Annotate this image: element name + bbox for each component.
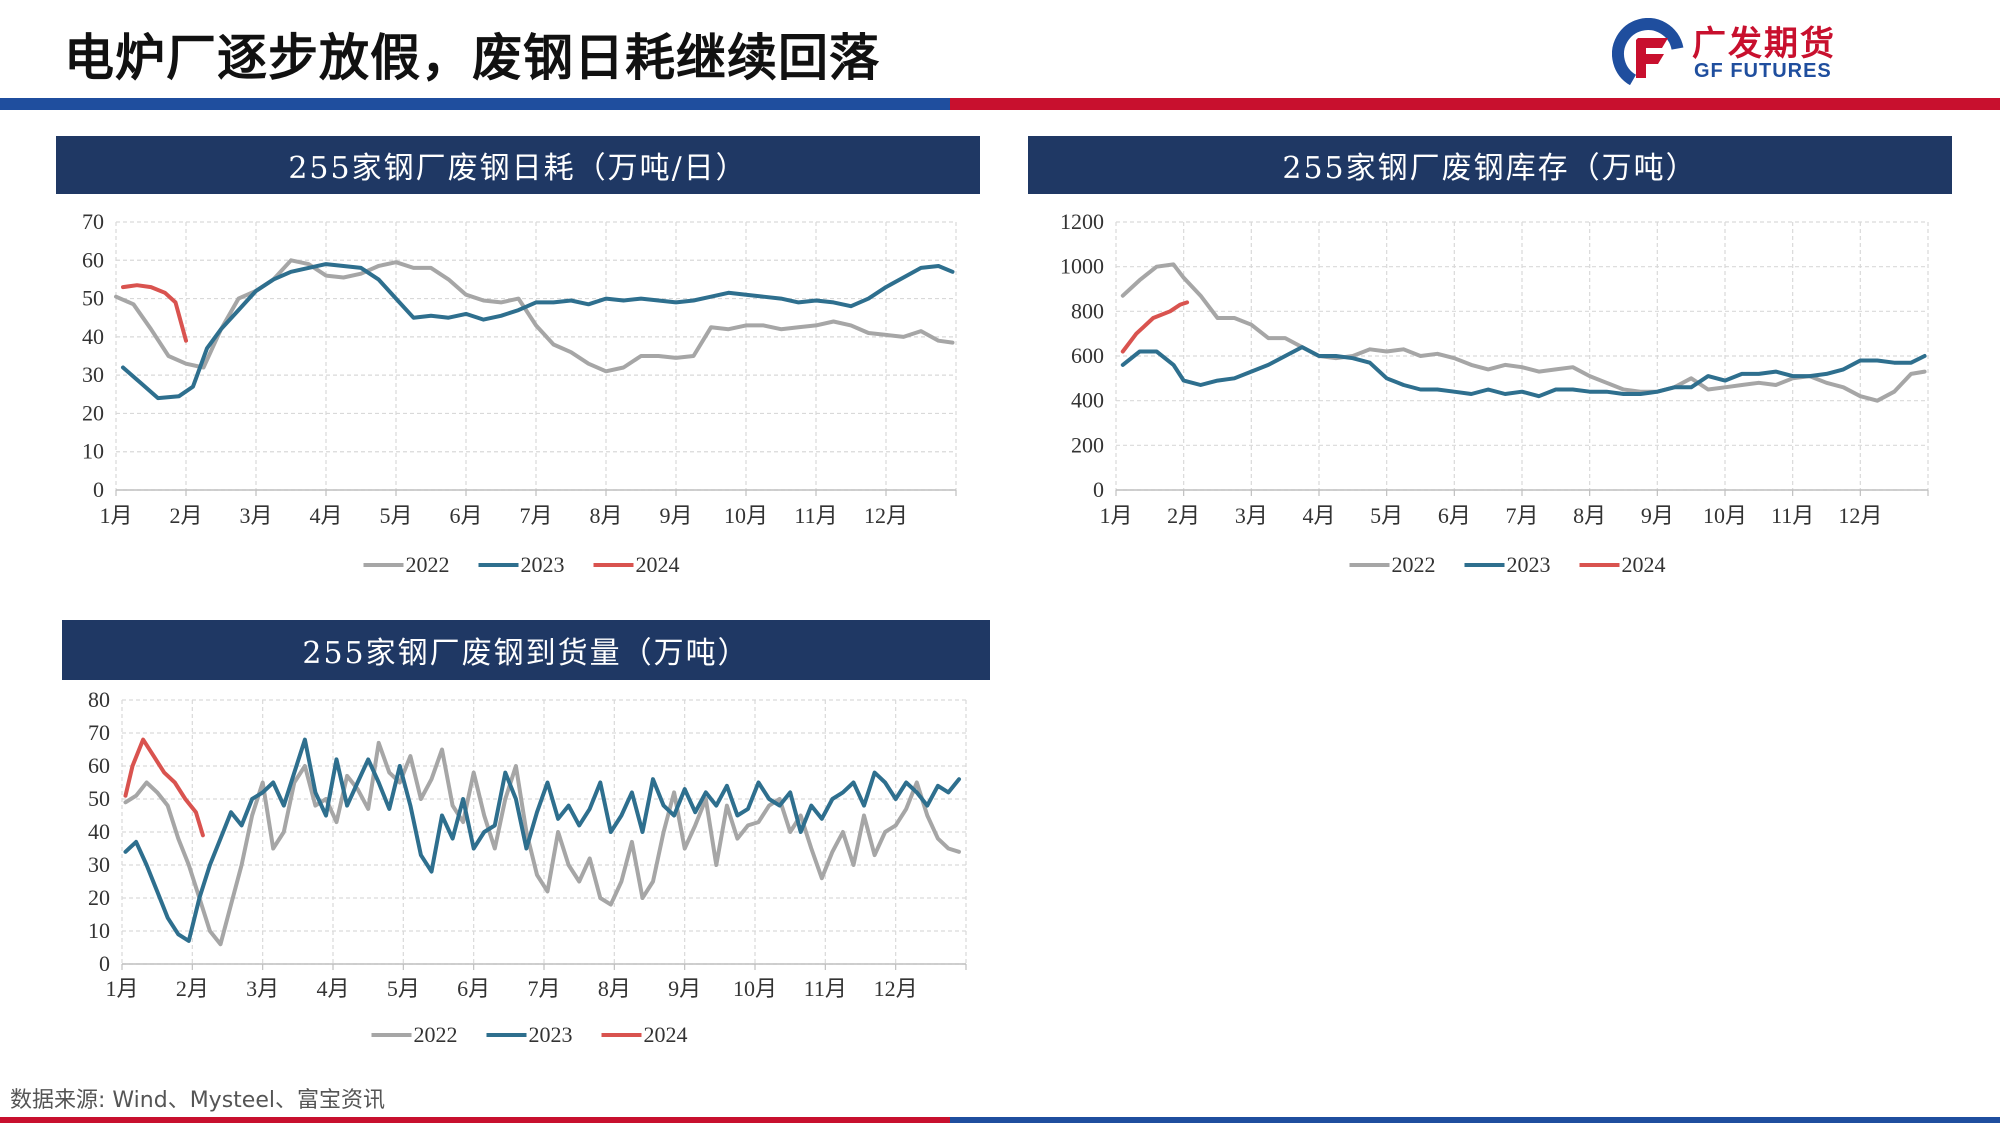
chart-scrap-inventory: 255家钢厂废钢库存（万吨） 0 200 400 600 800 1000 1200 1月 2月… [1028, 136, 1952, 596]
data-source-note: 数据来源: Wind、Mysteel、富宝资讯 [10, 1088, 385, 1113]
x-tick-label: 2月 [1167, 503, 1200, 528]
x-tick-label: 4月 [316, 976, 349, 1001]
legend-label: 2023 [521, 552, 565, 577]
chart-title: 255家钢厂废钢库存（万吨） [1028, 136, 1952, 194]
y-tick-label: 400 [1071, 388, 1104, 413]
y-tick-label: 30 [82, 362, 104, 387]
x-tick-label: 9月 [1641, 503, 1674, 528]
x-tick-label: 9月 [659, 503, 692, 528]
y-tick-label: 600 [1071, 343, 1104, 368]
chart-title: 255家钢厂废钢日耗（万吨/日） [56, 136, 980, 194]
series-line-2024 [121, 283, 188, 343]
legend-label: 2024 [1622, 552, 1666, 577]
gf-logo-icon [1612, 18, 1684, 90]
chart-plot: 0 10 20 30 40 50 60 70 1月 2月 3月 4月 5月 6月 7月 8月 9月 10月 11月 1… [82, 209, 957, 577]
logo-text-en: GF FUTURES [1694, 60, 1832, 82]
y-tick-label: 0 [93, 477, 104, 502]
x-tick-label: 2月 [176, 976, 209, 1001]
chart-title: 255家钢厂废钢到货量（万吨） [62, 620, 990, 680]
x-tick-label: 7月 [527, 976, 560, 1001]
x-tick-label: 7月 [1505, 503, 1538, 528]
x-tick-label: 3月 [239, 503, 272, 528]
y-tick-label: 800 [1071, 298, 1104, 323]
series-line-2023 [121, 262, 955, 401]
x-tick-label: 12月 [864, 503, 908, 528]
x-tick-label: 4月 [1302, 503, 1335, 528]
y-tick-label: 20 [88, 885, 110, 910]
chart-scrap-consumption: 255家钢厂废钢日耗（万吨/日） 0 10 20 30 40 50 60 70 1月 2月 3月 4月… [56, 136, 980, 596]
x-tick-label: 1月 [1099, 503, 1132, 528]
x-tick-label: 3月 [1235, 503, 1268, 528]
x-tick-label: 12月 [874, 976, 918, 1001]
x-tick-label: 6月 [457, 976, 490, 1001]
chart-scrap-arrivals: 255家钢厂废钢到货量（万吨） 0 10 20 30 40 50 60 70 80 1月 2月 3月 4… [62, 620, 990, 1070]
y-tick-label: 70 [88, 720, 110, 745]
y-tick-label: 10 [88, 918, 110, 943]
series-line-2024 [1120, 300, 1190, 354]
x-tick-label: 5月 [387, 976, 420, 1001]
x-tick-label: 8月 [1573, 503, 1606, 528]
series-line-2022 [1120, 262, 1927, 403]
x-tick-label: 5月 [379, 503, 412, 528]
y-tick-label: 80 [88, 687, 110, 712]
x-tick-label: 4月 [309, 503, 342, 528]
y-tick-label: 200 [1071, 432, 1104, 457]
y-tick-label: 60 [88, 753, 110, 778]
series-line-2023 [123, 737, 961, 943]
x-tick-label: 6月 [449, 503, 482, 528]
legend-label: 2022 [406, 552, 450, 577]
x-tick-label: 11月 [804, 976, 847, 1001]
legend-label: 2022 [1392, 552, 1436, 577]
x-tick-label: 11月 [794, 503, 837, 528]
y-tick-label: 50 [88, 786, 110, 811]
footer-stripe [0, 1117, 2000, 1123]
y-tick-label: 50 [82, 286, 104, 311]
x-tick-label: 3月 [246, 976, 279, 1001]
y-tick-label: 0 [1093, 477, 1104, 502]
legend-label: 2022 [414, 1022, 458, 1047]
legend-label: 2024 [644, 1022, 688, 1047]
x-tick-label: 8月 [589, 503, 622, 528]
series-line-2022 [123, 740, 961, 947]
series-line-2024 [123, 737, 205, 838]
chart-plot: 0 10 20 30 40 50 60 70 80 1月 2月 3月 4月 5月 6月 7月 8月 9月 10月 11… [88, 687, 967, 1047]
x-tick-label: 6月 [1438, 503, 1471, 528]
x-tick-label: 5月 [1370, 503, 1403, 528]
x-tick-label: 12月 [1838, 503, 1882, 528]
legend-label: 2023 [1507, 552, 1551, 577]
legend-label: 2023 [529, 1022, 573, 1047]
y-tick-label: 70 [82, 209, 104, 234]
x-tick-label: 10月 [1703, 503, 1747, 528]
x-tick-label: 1月 [99, 503, 132, 528]
x-tick-label: 10月 [733, 976, 777, 1001]
x-tick-label: 11月 [1771, 503, 1814, 528]
x-tick-label: 1月 [105, 976, 138, 1001]
y-tick-label: 1200 [1060, 209, 1104, 234]
x-tick-label: 8月 [598, 976, 631, 1001]
series-line-2023 [1120, 345, 1927, 399]
x-tick-label: 7月 [519, 503, 552, 528]
y-tick-label: 0 [99, 951, 110, 976]
x-tick-label: 2月 [169, 503, 202, 528]
header-stripe [0, 98, 2000, 110]
y-tick-label: 40 [82, 324, 104, 349]
x-tick-label: 9月 [668, 976, 701, 1001]
y-tick-label: 1000 [1060, 254, 1104, 279]
brand-logo: 广发期货 GF FUTURES [1612, 14, 1852, 94]
legend-label: 2024 [636, 552, 680, 577]
chart-plot: 0 200 400 600 800 1000 1200 1月 2月 3月 4月 5月 6月 7月 8月 9月 1… [1060, 209, 1929, 577]
y-tick-label: 30 [88, 852, 110, 877]
y-tick-label: 10 [82, 439, 104, 464]
logo-text-cn: 广发期货 [1692, 24, 1836, 64]
y-tick-label: 40 [88, 819, 110, 844]
series-line-2022 [114, 258, 955, 374]
x-tick-label: 10月 [724, 503, 768, 528]
page-title: 电炉厂逐步放假，废钢日耗继续回落 [64, 29, 880, 87]
y-tick-label: 60 [82, 247, 104, 272]
y-tick-label: 20 [82, 400, 104, 425]
